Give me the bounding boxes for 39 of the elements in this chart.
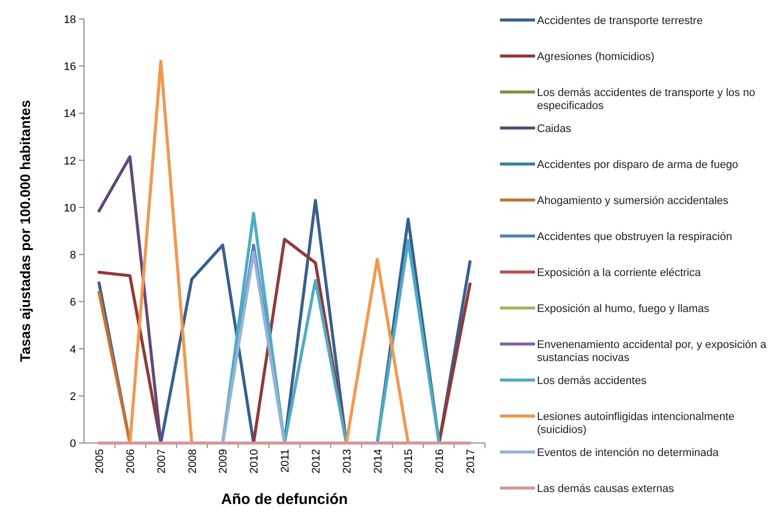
- legend-label: Ahogamiento y sumersión accidentales: [537, 195, 729, 207]
- legend-label: Accidentes que obstruyen la respiración: [537, 231, 732, 243]
- y-tick-label: 10: [64, 202, 76, 214]
- legend-label: Los demás accidentes de transporte y los no especificados: [537, 87, 756, 112]
- x-tick-label: 2012: [310, 449, 322, 474]
- x-tick-label: 2005: [94, 449, 106, 474]
- y-tick-label: 16: [64, 61, 76, 74]
- y-tick-label: 12: [64, 155, 76, 168]
- x-tick-label: 2013: [341, 449, 354, 474]
- legend-label: Los demás accidentes: [537, 375, 647, 387]
- x-tick-label: 2015: [403, 449, 416, 474]
- x-tick-label: 2017: [465, 449, 477, 474]
- legend-label: Envenenamiento accidental por, y exposición a sustancias nocivas: [537, 339, 768, 364]
- y-tick-label: 6: [70, 296, 76, 309]
- x-tick-label: 2008: [186, 449, 199, 474]
- y-tick-label: 4: [70, 344, 76, 356]
- x-tick-label: 2006: [124, 449, 137, 474]
- x-tick-label: 2016: [434, 449, 446, 474]
- legend-label: Agresiones (homicidios): [537, 51, 654, 63]
- x-axis-title: Año de defunción: [221, 491, 348, 508]
- legend-label: Exposición a la corriente eléctrica: [537, 267, 702, 279]
- y-tick-label: 2: [70, 390, 76, 403]
- legend-label: Lesiones autoinfligidas intencionalmente (suicidios): [537, 411, 735, 436]
- y-tick-label: 8: [70, 250, 76, 262]
- legend-label: Las demás causas externas: [537, 483, 674, 495]
- x-tick-label: 2011: [280, 449, 292, 473]
- legend-label: Caidas: [537, 123, 572, 135]
- y-axis-title: Tasas ajustadas por 100.000 habitantes: [17, 100, 33, 362]
- legend-label: Accidentes de transporte terrestre: [537, 15, 703, 27]
- legend-label: Eventos de intención no determinada: [537, 447, 720, 459]
- x-tick-label: 2010: [248, 449, 261, 474]
- legend-label: Accidentes por disparo de arma de fuego: [537, 159, 738, 171]
- x-tick-label: 2014: [372, 449, 384, 474]
- x-tick-label: 2007: [156, 449, 168, 474]
- y-tick-label: 18: [64, 14, 76, 26]
- y-tick-label: 14: [64, 108, 76, 120]
- legend-label: Exposición al humo, fuego y llamas: [537, 303, 710, 315]
- x-tick-label: 2009: [218, 449, 230, 474]
- y-tick-label: 0: [70, 438, 76, 450]
